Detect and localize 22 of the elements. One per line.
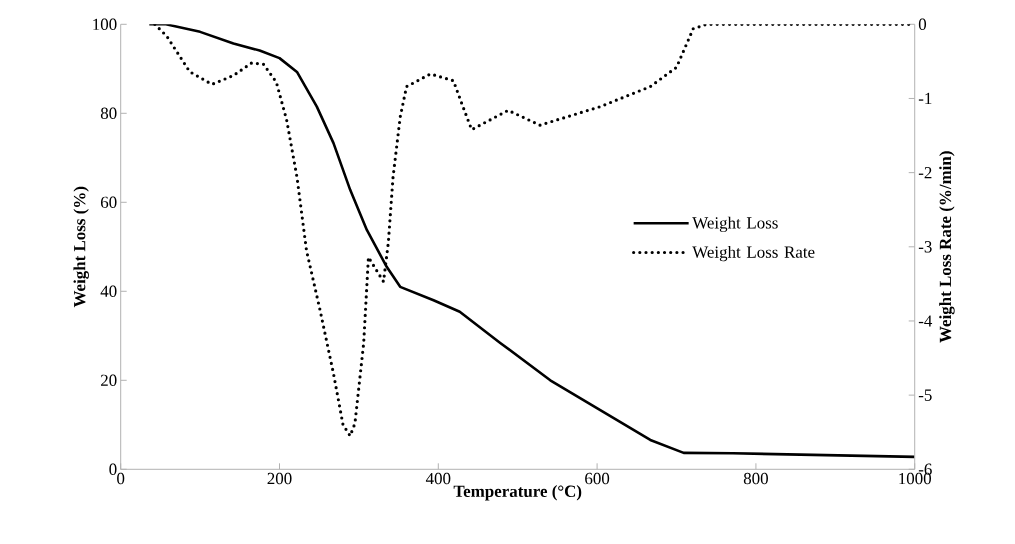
y2-tick-label: -1 (918, 92, 932, 105)
x-tick-label: 200 (267, 472, 292, 485)
legend-label: Weight Loss (692, 216, 778, 233)
legend-label: Weight Loss Rate (692, 245, 815, 262)
y-tick-label: 80 (100, 107, 117, 120)
y-tick-label: 60 (100, 196, 117, 209)
y-tick-label: 20 (100, 374, 117, 387)
y-tick-label: 100 (93, 18, 117, 31)
y-axis-title: Weight Loss (%) (73, 186, 89, 308)
y2-tick-label: -5 (918, 389, 932, 401)
x-tick-label: 600 (585, 472, 610, 485)
x-tick-label: 400 (425, 472, 451, 485)
y-tick-label: 0 (109, 463, 117, 476)
y2-tick-label: -3 (918, 241, 932, 253)
x-tick-label: 800 (743, 472, 768, 485)
x-axis-title: Temperature (°C) (453, 485, 582, 501)
y-tick-label: 40 (100, 285, 117, 298)
y2-tick-label: -4 (918, 315, 933, 327)
y2-tick-label: 0 (918, 18, 927, 31)
y2-axis-title: Weight Loss Rate (%/min) (939, 151, 955, 343)
y2-tick-label: -2 (918, 167, 932, 179)
x-tick-label: 0 (117, 472, 125, 485)
